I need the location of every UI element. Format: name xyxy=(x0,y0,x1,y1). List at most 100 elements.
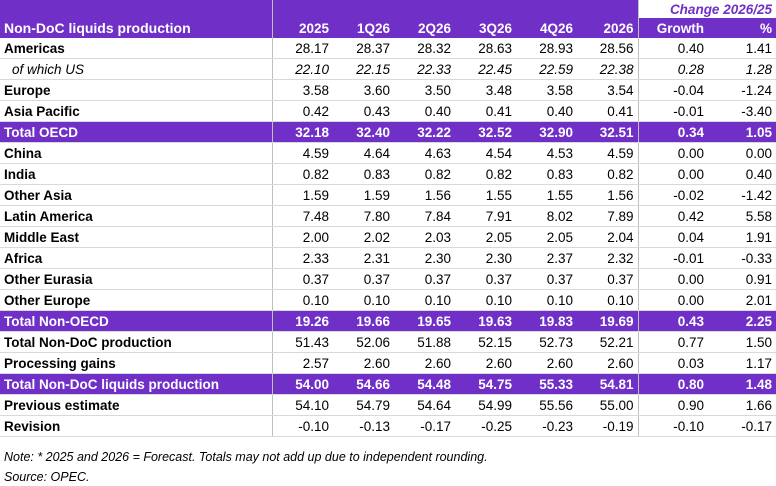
cell: 19.26 xyxy=(272,310,333,332)
cell: 1.59 xyxy=(272,184,333,206)
cell: 3.58 xyxy=(516,79,577,101)
cell: 0.34 xyxy=(638,121,708,143)
cell: 0.37 xyxy=(577,268,639,290)
cell: 0.10 xyxy=(516,289,577,311)
table-row: of which US 22.10 22.15 22.33 22.45 22.59 22.3… xyxy=(0,58,776,80)
cell: 1.05 xyxy=(708,121,776,143)
column-header: % xyxy=(708,18,776,38)
cell: 0.04 xyxy=(638,226,708,248)
column-header: 2026 xyxy=(577,0,639,38)
cell: 0.10 xyxy=(333,289,394,311)
cell: 2.60 xyxy=(516,352,577,374)
cell: 2.30 xyxy=(455,247,516,269)
cell: 22.15 xyxy=(333,58,394,80)
table-row: Middle East 2.00 2.02 2.03 2.05 2.05 2.04 0.04 1… xyxy=(0,226,776,248)
row-label: of which US xyxy=(0,58,273,80)
cell: 1.41 xyxy=(708,38,776,59)
row-label: Total Non-DoC liquids production xyxy=(0,373,273,395)
cell: 0.40 xyxy=(516,100,577,122)
cell: 7.84 xyxy=(394,205,455,227)
cell: 4.53 xyxy=(516,142,577,164)
cell: 54.00 xyxy=(272,373,333,395)
cell: 19.63 xyxy=(455,310,516,332)
cell: 7.80 xyxy=(333,205,394,227)
cell: 0.82 xyxy=(272,163,333,185)
cell: 51.88 xyxy=(394,331,455,353)
cell: -3.40 xyxy=(708,100,776,122)
table-row: Total Non-DoC production 51.43 52.06 51.88 5… xyxy=(0,331,776,353)
cell: 1.59 xyxy=(333,184,394,206)
row-label: Previous estimate xyxy=(0,394,273,416)
cell: 5.58 xyxy=(708,205,776,227)
cell: 28.17 xyxy=(272,38,333,59)
cell: -0.23 xyxy=(516,415,577,437)
cell: 0.10 xyxy=(272,289,333,311)
cell: 28.56 xyxy=(577,38,639,59)
cell: 28.63 xyxy=(455,38,516,59)
cell: 2.04 xyxy=(577,226,639,248)
cell: 4.59 xyxy=(577,142,639,164)
row-label: China xyxy=(0,142,273,164)
cell: 8.02 xyxy=(516,205,577,227)
cell: 0.80 xyxy=(638,373,708,395)
cell: 3.58 xyxy=(272,79,333,101)
table-row: China 4.59 4.64 4.63 4.54 4.53 4.59 0.00 0.00 xyxy=(0,142,776,164)
column-header: 3Q26 xyxy=(455,0,516,38)
cell: 4.59 xyxy=(272,142,333,164)
cell: 1.50 xyxy=(708,331,776,353)
cell: 32.52 xyxy=(455,121,516,143)
cell: 0.00 xyxy=(638,289,708,311)
cell: 2.31 xyxy=(333,247,394,269)
cell: 19.69 xyxy=(577,310,639,332)
cell: 4.64 xyxy=(333,142,394,164)
cell: 52.73 xyxy=(516,331,577,353)
cell: 0.00 xyxy=(638,142,708,164)
cell: -0.02 xyxy=(638,184,708,206)
cell: 2.03 xyxy=(394,226,455,248)
cell: 54.48 xyxy=(394,373,455,395)
cell: 0.00 xyxy=(638,268,708,290)
cell: 2.33 xyxy=(272,247,333,269)
cell: 3.54 xyxy=(577,79,639,101)
cell: 54.10 xyxy=(272,394,333,416)
row-label: Other Eurasia xyxy=(0,268,273,290)
cell: 19.65 xyxy=(394,310,455,332)
cell: 7.48 xyxy=(272,205,333,227)
row-label: Latin America xyxy=(0,205,273,227)
cell: 22.59 xyxy=(516,58,577,80)
cell: 2.60 xyxy=(455,352,516,374)
cell: 0.10 xyxy=(394,289,455,311)
cell: 4.63 xyxy=(394,142,455,164)
cell: 0.03 xyxy=(638,352,708,374)
cell: 2.60 xyxy=(577,352,639,374)
cell: -0.01 xyxy=(638,247,708,269)
cell: 1.55 xyxy=(516,184,577,206)
cell: 0.37 xyxy=(272,268,333,290)
cell: 19.66 xyxy=(333,310,394,332)
table-row: Total Non-DoC liquids production 54.00 54.… xyxy=(0,373,776,395)
cell: 0.00 xyxy=(708,142,776,164)
table-row: Revision -0.10 -0.13 -0.17 -0.25 -0.23 -0.19 -0… xyxy=(0,415,776,437)
note: Note: * 2025 and 2026 = Forecast. Totals… xyxy=(4,450,488,464)
cell: -0.33 xyxy=(708,247,776,269)
cell: 4.54 xyxy=(455,142,516,164)
cell: 2.05 xyxy=(455,226,516,248)
table-row: Africa 2.33 2.31 2.30 2.30 2.37 2.32 -0.01 -0.33 xyxy=(0,247,776,269)
table-row: Latin America 7.48 7.80 7.84 7.91 8.02 7.89 0.4… xyxy=(0,205,776,227)
cell: 2.02 xyxy=(333,226,394,248)
cell: 0.43 xyxy=(638,310,708,332)
cell: 3.60 xyxy=(333,79,394,101)
cell: 0.41 xyxy=(455,100,516,122)
cell: 52.06 xyxy=(333,331,394,353)
column-header: 4Q26 xyxy=(516,0,577,38)
cell: 0.00 xyxy=(638,163,708,185)
cell: 1.91 xyxy=(708,226,776,248)
cell: 0.40 xyxy=(638,38,708,59)
cell: 0.90 xyxy=(638,394,708,416)
table-row: Other Europe 0.10 0.10 0.10 0.10 0.10 0.10 0.00… xyxy=(0,289,776,311)
cell: 51.43 xyxy=(272,331,333,353)
cell: -0.17 xyxy=(394,415,455,437)
data-table: Non-DoC liquids production 2025 1Q26 2Q26 3Q… xyxy=(0,0,776,437)
cell: 3.48 xyxy=(455,79,516,101)
cell: 32.40 xyxy=(333,121,394,143)
